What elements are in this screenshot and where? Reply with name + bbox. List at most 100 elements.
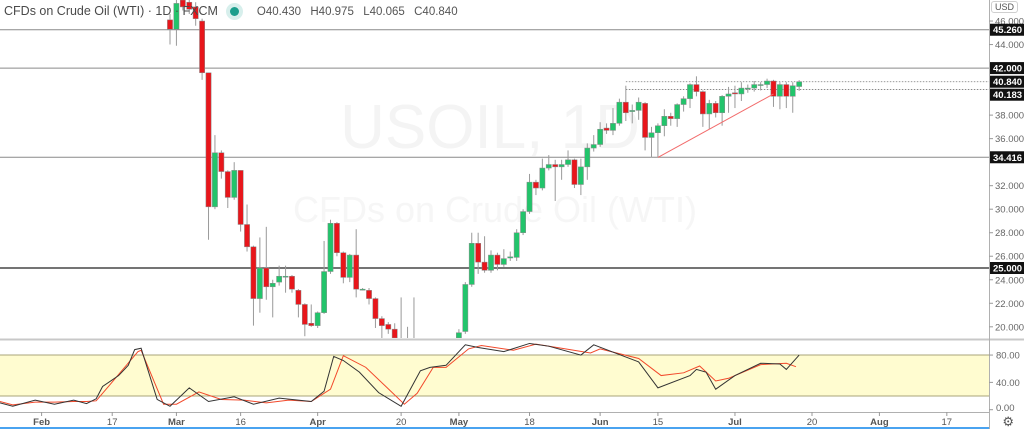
time-tick-label: May: [450, 417, 469, 428]
candle: [276, 265, 282, 286]
candle: [321, 240, 327, 314]
price-tag-label: 34.416: [993, 153, 1022, 164]
candle-body-up: [513, 232, 520, 258]
candle: [732, 85, 738, 109]
time-tick-label: Apr: [309, 417, 326, 428]
candle: [648, 126, 655, 158]
candle: [179, 0, 186, 11]
candle: [642, 102, 648, 151]
price-tick-label: 38.000: [995, 111, 1024, 122]
stochastic-k-line: [0, 342, 800, 407]
candle-body-down: [301, 304, 308, 325]
candle-body-down: [289, 275, 295, 290]
candle-body-down: [263, 267, 270, 288]
candle: [533, 179, 539, 196]
candle: [687, 83, 693, 109]
candle-body-down: [186, 1, 193, 10]
candle: [545, 155, 552, 171]
candle-body-up: [777, 84, 783, 97]
candle: [500, 249, 507, 267]
candle-body-up: [796, 81, 803, 87]
stoch-tick-label: 0.00: [996, 403, 1015, 414]
candle-body-up: [764, 80, 770, 85]
candle-body-down: [783, 84, 790, 97]
candle-body-down: [192, 6, 199, 19]
market-status-icon: [229, 6, 239, 16]
candle: [552, 159, 559, 201]
stoch-tick-label: 40.00: [996, 378, 1020, 389]
candle: [488, 250, 494, 273]
price-tag-label: 40.840: [993, 77, 1022, 88]
candle-body-down: [622, 101, 629, 114]
candle-body-up: [282, 275, 289, 278]
candle: [526, 173, 533, 214]
candle-body-up: [276, 275, 282, 283]
candle-body-up: [610, 123, 616, 131]
candle: [520, 209, 526, 236]
time-tick-label: 18: [524, 417, 535, 428]
price-tick-label: 20.000: [995, 322, 1024, 333]
time-tick-label: 20: [396, 417, 407, 428]
candle-body-down: [218, 152, 225, 172]
candle-body-up: [648, 132, 655, 138]
stochastic-d-line: [0, 343, 797, 406]
time-tick-label: Mar: [168, 417, 185, 428]
candle: [199, 18, 205, 80]
candle: [301, 303, 308, 337]
candle-body-up: [655, 125, 661, 134]
candle-body-up: [327, 223, 334, 272]
symbol-legend[interactable]: CFDs on Crude Oil (WTI) · 1D · FXCM O40.…: [4, 4, 464, 18]
candle: [334, 222, 340, 257]
candle-body-down: [770, 80, 777, 97]
candle-body-up: [578, 166, 584, 185]
time-tick-label: 15: [653, 417, 664, 428]
candle-body-down: [603, 127, 610, 131]
price-tag: [990, 151, 1024, 164]
candle-body-up: [706, 103, 713, 115]
candle: [789, 82, 796, 113]
candle: [340, 251, 347, 284]
close-value: C40.840: [414, 6, 458, 18]
candle-body-up: [558, 164, 565, 168]
candle: [173, 0, 180, 46]
currency-button[interactable]: USD: [990, 1, 1018, 13]
candle: [571, 158, 578, 189]
candle: [622, 85, 629, 121]
candle: [616, 98, 623, 126]
candle-body-down: [379, 318, 385, 326]
candle: [700, 90, 706, 127]
candle: [263, 226, 270, 300]
candle-body-up: [635, 101, 642, 111]
bottom-accent: [0, 427, 989, 429]
stochastic-pane: [0, 354, 989, 397]
candle-body-down: [391, 328, 398, 338]
candle: [770, 79, 777, 107]
candle-body-up: [725, 93, 732, 97]
candle-body-down: [340, 252, 347, 278]
candle-body-down: [205, 72, 212, 208]
ohlc-values: O40.430 H40.975 L40.065 C40.840: [257, 4, 464, 18]
candle-body-down: [732, 92, 738, 95]
candle-body-down: [481, 261, 488, 271]
candle-body-up: [526, 181, 533, 212]
time-tick-label: 16: [235, 417, 246, 428]
candle: [764, 78, 770, 89]
candle-body-up: [680, 98, 687, 105]
candle-body-up: [314, 312, 321, 326]
gear-icon[interactable]: ⚙: [1002, 414, 1014, 429]
price-tag-label: 40.183: [993, 90, 1022, 101]
candle-body-up: [616, 101, 623, 124]
symbol-title[interactable]: CFDs on Crude Oil (WTI) · 1D · FXCM: [4, 4, 218, 18]
time-tick-label: Jun: [592, 417, 609, 428]
horizontal-levels[interactable]: [0, 29, 989, 269]
price-tick-label: 28.000: [995, 228, 1024, 239]
candle-body-down: [533, 181, 539, 189]
candle: [693, 76, 700, 97]
candle-body-down: [372, 298, 379, 319]
candle: [725, 86, 732, 113]
drawings[interactable]: [657, 93, 774, 158]
candle: [610, 108, 616, 136]
candle-body-down: [199, 20, 205, 74]
candle: [584, 143, 591, 180]
